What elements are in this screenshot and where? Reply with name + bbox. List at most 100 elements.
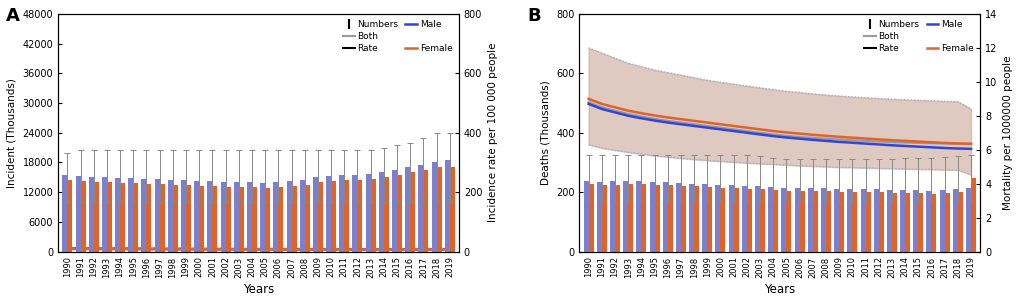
Bar [418,165,423,251]
Text: A: A [6,7,19,25]
Bar [194,181,199,251]
Bar [887,190,891,251]
Bar [952,189,957,251]
Bar [759,189,764,251]
Bar [917,193,922,251]
Bar [444,160,449,251]
Bar [719,188,725,251]
Bar [794,188,799,251]
Bar [305,185,310,251]
Bar [714,185,719,251]
Bar [286,181,291,251]
Bar [391,170,396,251]
Bar [75,176,81,251]
Bar [623,181,628,251]
Bar [649,182,654,251]
Bar [799,191,804,251]
Bar [930,194,935,251]
Legend: Numbers, Both, Rate, Male, , Female: Numbers, Both, Rate, Male, , Female [861,18,975,55]
Bar [133,183,139,251]
Bar [107,182,112,251]
Legend: Numbers, Both, Rate, Male, , Female: Numbers, Both, Rate, Male, , Female [340,18,454,55]
Bar [115,178,120,251]
Bar [741,186,746,251]
Bar [891,193,896,251]
Bar [67,180,72,251]
Bar [291,186,297,251]
Bar [168,180,172,251]
Bar [102,177,107,251]
Bar [147,184,152,251]
Bar [155,179,160,251]
Bar [693,186,698,251]
Bar [313,177,318,251]
Bar [654,185,659,251]
Bar [899,190,904,251]
Bar [938,190,944,251]
Bar [970,178,975,251]
Bar [273,182,278,251]
Y-axis label: Mortality per 1000000 people: Mortality per 1000000 people [1002,55,1012,210]
Bar [207,181,212,251]
Bar [588,185,593,251]
Bar [839,191,844,251]
Bar [265,188,270,251]
Bar [820,188,825,251]
Bar [128,178,133,251]
Bar [781,188,786,251]
Bar [852,192,857,251]
Bar [825,191,830,251]
Bar [436,167,441,251]
Bar [865,192,869,251]
Bar [812,191,817,251]
Bar [185,185,191,251]
Bar [628,184,633,251]
Bar [904,193,909,251]
Bar [252,187,257,251]
Bar [877,192,882,251]
X-axis label: Years: Years [763,283,795,296]
Bar [681,186,685,251]
Bar [212,186,217,251]
Bar [120,183,125,251]
Bar [365,174,370,251]
Bar [423,170,428,251]
Bar [405,167,410,251]
Bar [689,184,693,251]
Bar [62,175,67,251]
Bar [596,182,601,251]
Bar [378,172,383,251]
Bar [383,177,388,251]
Bar [247,182,252,251]
Bar [636,181,641,251]
Bar [318,182,323,251]
Bar [733,188,738,251]
Bar [225,187,230,251]
Bar [767,187,772,251]
Bar [609,181,614,251]
Bar [807,188,812,251]
Bar [339,175,344,251]
Bar [410,172,415,251]
Bar [957,192,962,251]
Bar [944,193,949,251]
Bar [238,187,244,251]
Bar [728,185,733,251]
Bar [847,189,852,251]
Bar [260,183,265,251]
Bar [601,185,606,251]
Bar [965,188,970,251]
Bar [449,167,454,251]
Text: B: B [527,7,540,25]
Bar [754,186,759,251]
Bar [860,189,865,251]
Bar [583,181,588,251]
Bar [180,180,185,251]
Bar [81,181,86,251]
Bar [873,189,877,251]
Bar [278,187,283,251]
Bar [676,183,681,251]
Bar [396,175,401,251]
Bar [357,180,362,251]
Bar [199,186,204,251]
